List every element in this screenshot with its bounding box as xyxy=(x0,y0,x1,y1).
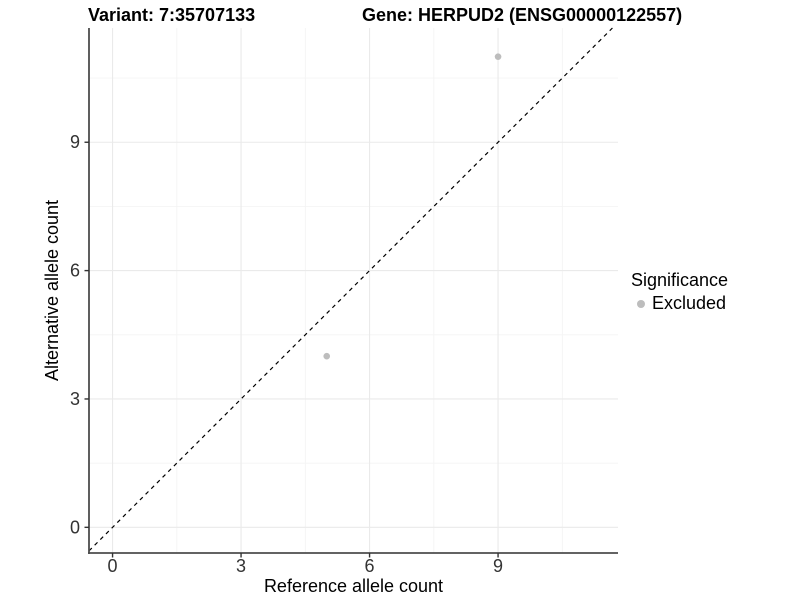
data-point xyxy=(323,352,331,360)
x-axis-title: Reference allele count xyxy=(264,576,443,596)
y-tick-label: 6 xyxy=(70,261,80,281)
x-tick-label: 9 xyxy=(493,556,503,576)
legend-title: Significance xyxy=(631,270,729,290)
legend: Significance Excluded xyxy=(631,270,728,314)
x-tick-label: 3 xyxy=(236,556,246,576)
y-axis-title: Alternative allele count xyxy=(42,200,62,381)
y-tick-label: 0 xyxy=(70,517,80,537)
y-tick-label: 3 xyxy=(70,389,80,409)
legend-key-dot-icon xyxy=(637,299,645,308)
legend-entry-label: Excluded xyxy=(652,293,727,313)
data-point xyxy=(494,53,502,60)
x-tick-label: 0 xyxy=(108,556,118,576)
y-tick-label: 9 xyxy=(70,132,80,152)
gene-title: Gene: HERPUD2 (ENSG00000122557) xyxy=(362,5,683,25)
variant-title: Variant: 7:35707133 xyxy=(88,5,256,25)
x-tick-label: 6 xyxy=(365,556,375,576)
legend-entry: Excluded xyxy=(631,293,728,314)
identity-line xyxy=(88,27,613,552)
